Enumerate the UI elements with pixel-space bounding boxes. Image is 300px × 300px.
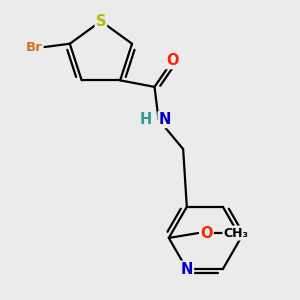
Text: N: N (181, 262, 193, 277)
Text: S: S (96, 14, 106, 28)
Text: O: O (200, 226, 213, 241)
Text: Br: Br (26, 40, 42, 53)
Text: H: H (140, 112, 152, 127)
Text: CH₃: CH₃ (224, 226, 248, 239)
Text: O: O (166, 53, 179, 68)
Text: N: N (159, 112, 171, 127)
